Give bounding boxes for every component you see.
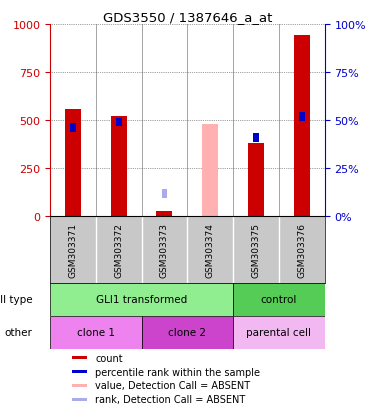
Bar [294,36,310,217]
Bar [111,117,127,217]
Title: GDS3550 / 1387646_a_at: GDS3550 / 1387646_a_at [103,11,272,24]
Bar [116,119,122,127]
Bar [72,398,87,401]
Text: control: control [261,294,297,304]
Bar [65,109,81,217]
Bar [202,125,218,217]
Text: clone 2: clone 2 [168,328,206,337]
Bar [233,283,325,316]
Text: clone 1: clone 1 [77,328,115,337]
Bar [253,134,259,142]
Polygon shape [45,290,50,309]
Text: percentile rank within the sample: percentile rank within the sample [95,367,260,377]
Text: GSM303372: GSM303372 [114,223,123,277]
Text: GSM303373: GSM303373 [160,222,169,277]
Bar [70,124,76,133]
Text: GSM303376: GSM303376 [297,222,306,277]
Bar [50,283,233,316]
Bar [72,384,87,387]
Bar [299,113,305,121]
Text: GSM303375: GSM303375 [252,222,260,277]
Text: other: other [5,328,33,337]
Text: GLI1 transformed: GLI1 transformed [96,294,187,304]
Bar [72,356,87,359]
Bar [248,144,264,217]
Bar [72,370,87,373]
Bar [157,211,173,217]
Text: parental cell: parental cell [246,328,311,337]
Polygon shape [45,323,50,342]
Text: GSM303374: GSM303374 [206,223,215,277]
Bar [161,190,167,198]
Bar [50,316,142,349]
Text: GSM303371: GSM303371 [69,222,78,277]
Text: cell type: cell type [0,294,33,304]
Text: count: count [95,353,123,363]
Bar [142,316,233,349]
Bar [233,316,325,349]
Text: value, Detection Call = ABSENT: value, Detection Call = ABSENT [95,380,250,390]
Text: rank, Detection Call = ABSENT: rank, Detection Call = ABSENT [95,394,246,404]
